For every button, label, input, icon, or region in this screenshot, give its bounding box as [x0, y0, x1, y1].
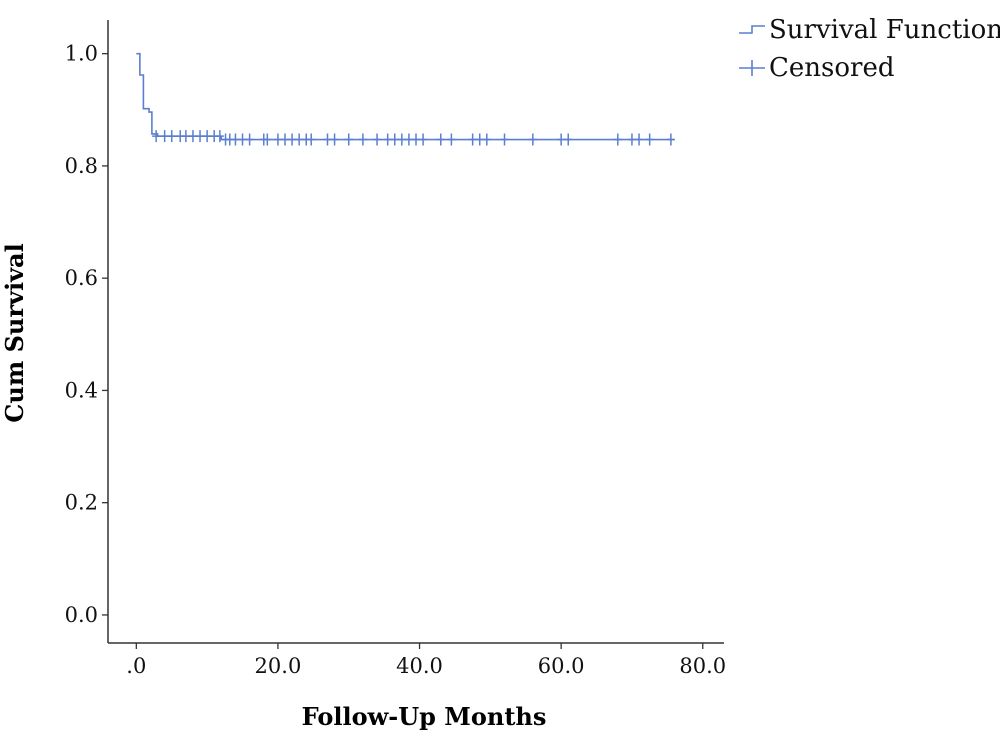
legend-step-symbol — [739, 25, 765, 34]
censored-marker — [383, 133, 392, 146]
censored-marker — [436, 133, 445, 146]
censored-marker — [196, 130, 205, 143]
x-axis-title: Follow-Up Months — [302, 702, 547, 731]
censored-marker — [645, 133, 654, 146]
y-tick-label: 0.8 — [65, 154, 98, 178]
censored-marker — [160, 130, 169, 143]
censored-marker — [323, 133, 332, 146]
legend-label-censored: Censored — [769, 53, 894, 83]
censored-marker — [281, 133, 290, 146]
legend-item-survival-function: Survival Function — [739, 15, 1000, 45]
censored-marker — [635, 133, 644, 146]
series-layer — [136, 52, 675, 146]
censored-marker — [404, 133, 413, 146]
censored-marker — [373, 133, 382, 146]
censored-marker — [666, 133, 675, 146]
survival-function-line — [136, 52, 675, 141]
censored-marker — [307, 133, 316, 146]
censored-marker — [358, 133, 367, 146]
censored-marker — [295, 133, 304, 146]
censored-marker — [263, 133, 272, 146]
legend-label-survival-function: Survival Function — [769, 15, 1000, 45]
censored-marker — [188, 130, 197, 143]
censored-marker — [500, 133, 509, 146]
legend-cross-symbol — [739, 60, 765, 76]
censored-marker — [181, 130, 190, 143]
y-tick-label: 0.6 — [65, 266, 98, 290]
censored-marker — [330, 133, 339, 146]
x-tick-label: .0 — [126, 654, 146, 678]
censored-marker — [613, 133, 622, 146]
axes: 0.0 0.2 0.4 0.6 0.8 1.0 .0 20.0 40.0 60.0 80.0 — [65, 20, 726, 678]
censored-marker — [468, 133, 477, 146]
censored-marker — [152, 130, 161, 143]
censored-marker — [288, 133, 297, 146]
legend-item-censored: Censored — [739, 53, 894, 83]
x-tick-label: 40.0 — [396, 654, 443, 678]
y-tick-label: 0.0 — [65, 603, 98, 627]
censored-marker — [231, 133, 240, 146]
censored-marker — [564, 133, 573, 146]
y-tick-label: 1.0 — [65, 42, 98, 66]
x-tick-label: 80.0 — [679, 654, 726, 678]
y-axis-title: Cum Survival — [0, 243, 29, 422]
censored-marker — [238, 133, 247, 146]
legend: Survival Function Censored — [739, 15, 1000, 83]
x-tick-label: 60.0 — [538, 654, 585, 678]
censored-marker — [215, 130, 224, 143]
censored-marker — [419, 133, 428, 146]
x-tick-label: 20.0 — [255, 654, 302, 678]
y-tick-label: 0.2 — [65, 491, 98, 515]
censored-marker — [397, 133, 406, 146]
censored-marker — [273, 133, 282, 146]
censored-marker — [203, 130, 212, 143]
censored-marker — [557, 133, 566, 146]
censored-marker — [167, 130, 176, 143]
censored-marker — [482, 133, 491, 146]
censored-marker — [412, 133, 420, 146]
y-axis-ticks: 0.0 0.2 0.4 0.6 0.8 1.0 — [65, 42, 108, 627]
censored-marker — [528, 133, 537, 146]
y-tick-label: 0.4 — [65, 378, 98, 402]
censored-marker — [344, 133, 353, 146]
censored-marker — [475, 133, 484, 146]
censored-marker — [390, 133, 399, 146]
censored-marker — [627, 133, 636, 146]
censored-marker — [245, 133, 254, 146]
censored-marker — [447, 133, 456, 146]
x-axis-ticks: .0 20.0 40.0 60.0 80.0 — [126, 643, 726, 678]
